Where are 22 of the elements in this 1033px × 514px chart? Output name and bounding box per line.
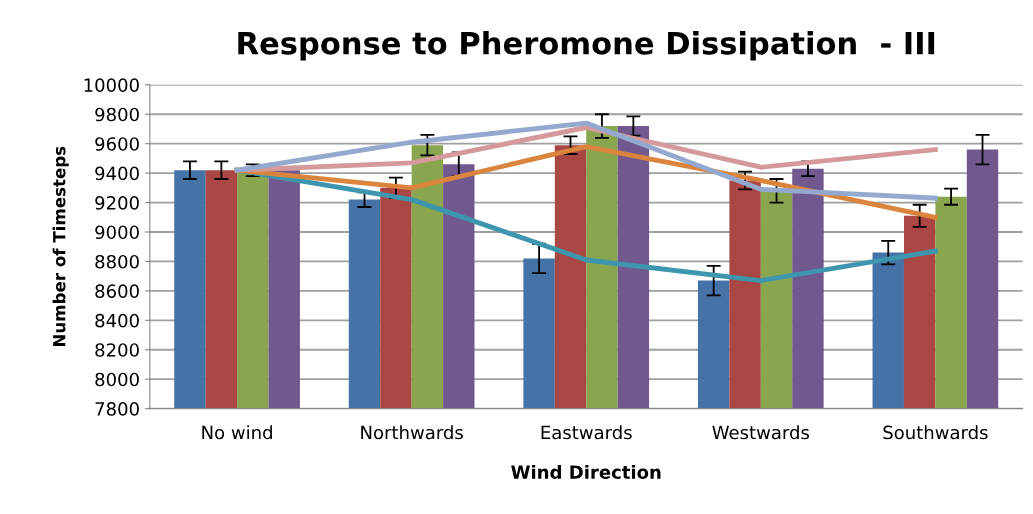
x-tick-label: Westwards xyxy=(712,425,810,440)
line-series xyxy=(234,167,938,283)
y-tick-label: 9200 xyxy=(95,196,139,210)
y-tick-label: 9600 xyxy=(95,137,139,151)
x-axis-title: Wind Direction xyxy=(511,464,661,479)
x-tick-label: Eastwards xyxy=(541,425,632,440)
y-tick-label: 9400 xyxy=(95,166,139,181)
y-tick-label: 8000 xyxy=(95,372,139,387)
y-axis-title: Number of Timesteps xyxy=(52,146,69,347)
y-tick-label: 9800 xyxy=(95,107,139,122)
y-tick-label: 9000 xyxy=(95,225,139,240)
y-tick-label: 10000 xyxy=(84,78,139,92)
y-tick-label: 8400 xyxy=(95,313,139,328)
x-tick-label: Northwards xyxy=(361,425,463,440)
y-tick-label: 7800 xyxy=(95,402,139,416)
line-series xyxy=(234,120,938,201)
y-tick-label: 8200 xyxy=(95,343,139,357)
chart-title: Response to Pheromone Dissipation - III xyxy=(238,31,935,61)
y-tick-label: 8600 xyxy=(95,284,139,298)
y-tick-label: 8800 xyxy=(95,254,139,269)
x-tick-label: Southwards xyxy=(883,425,988,440)
x-tick-label: No wind xyxy=(202,425,272,440)
